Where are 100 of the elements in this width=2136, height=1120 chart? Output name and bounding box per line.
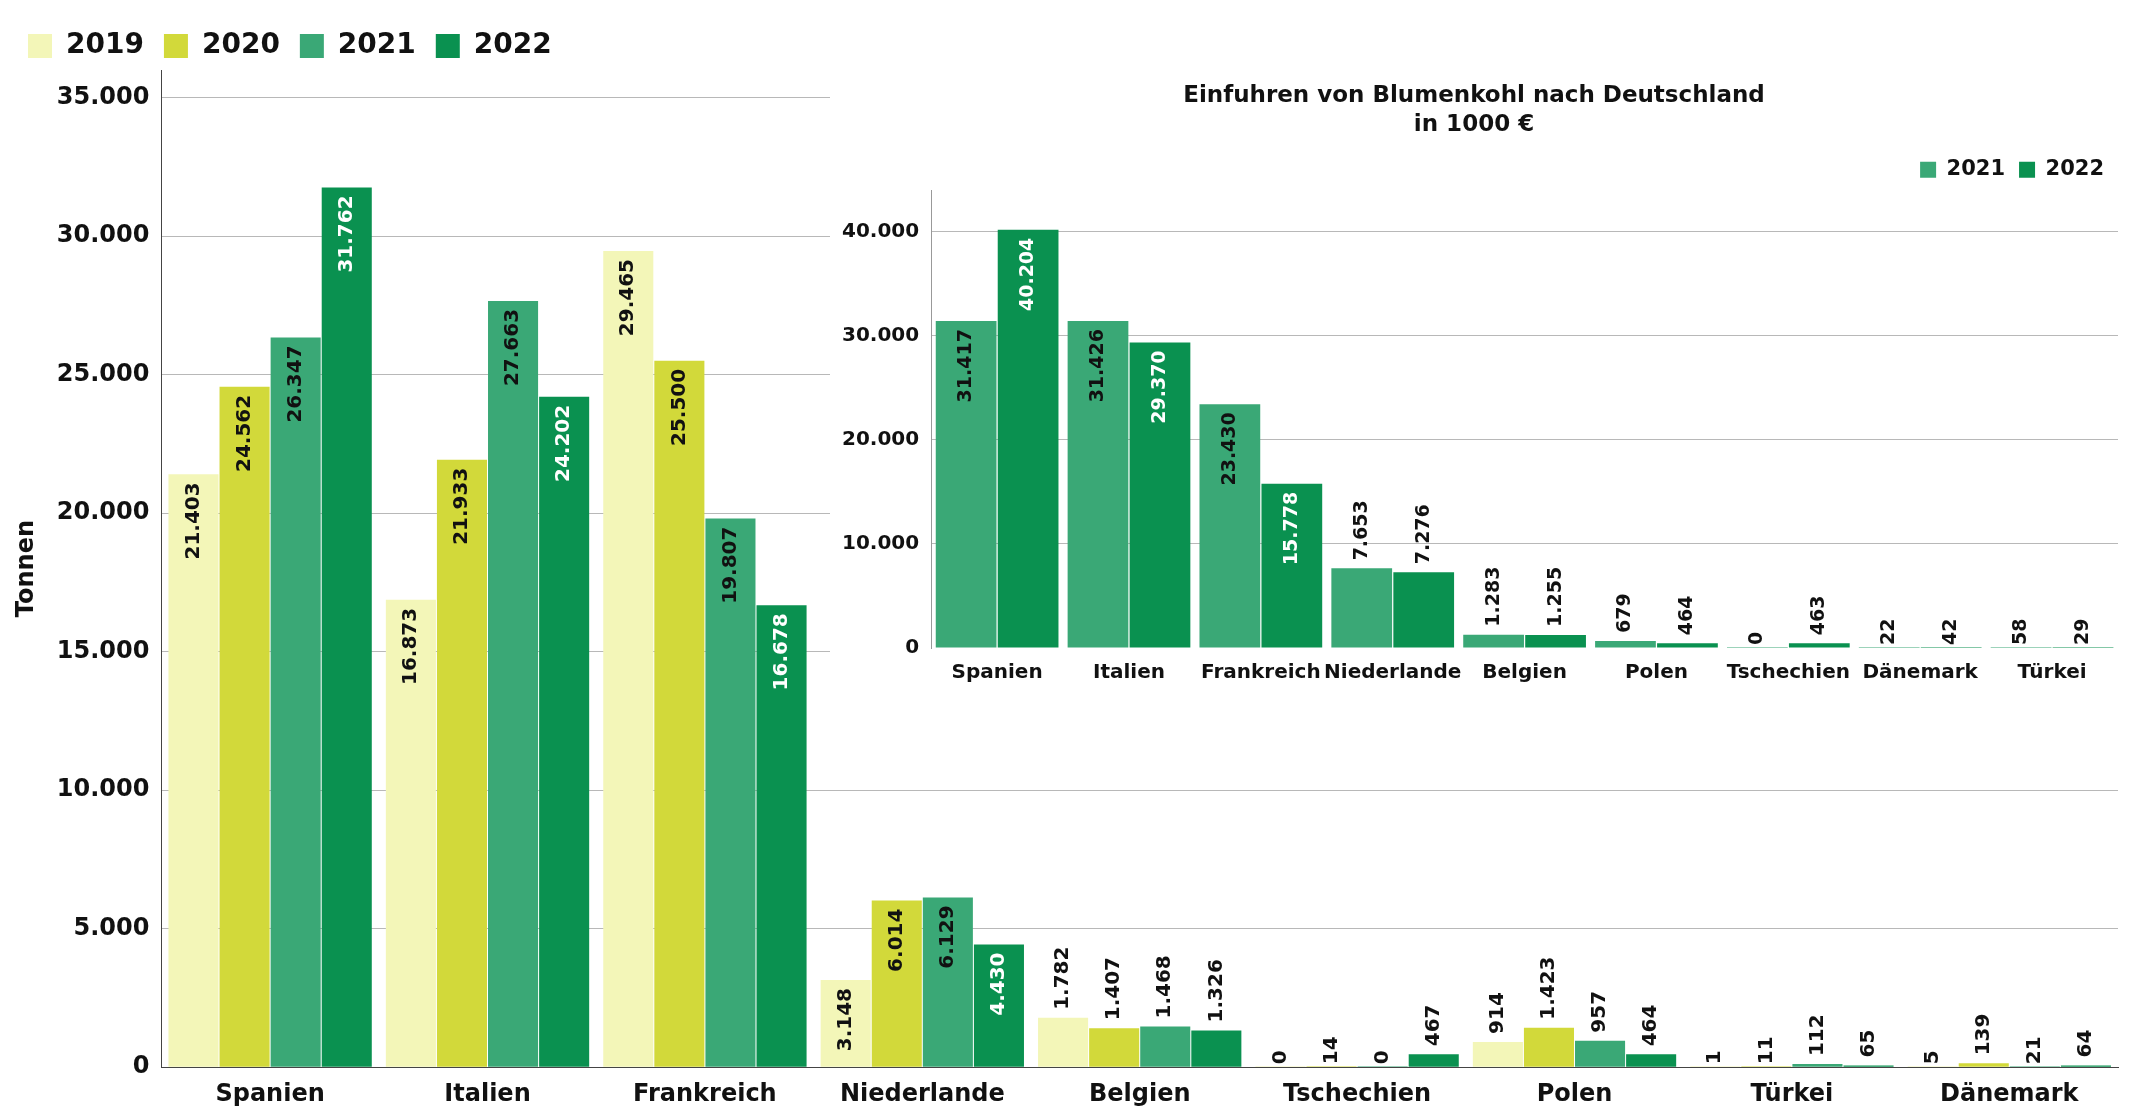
- x-tick-label: Dänemark: [1862, 659, 1979, 684]
- bar: [973, 944, 1024, 1067]
- bar: [488, 300, 539, 1067]
- bar: [1261, 483, 1323, 648]
- y-tick-label: 30.000: [56, 220, 150, 249]
- y-axis-title: Tonnen: [10, 519, 39, 618]
- y-tick-label: 40.000: [841, 218, 920, 243]
- x-tick-label: Polen: [1624, 659, 1688, 684]
- bar: [1331, 568, 1393, 648]
- y-tick-label: 15.000: [56, 635, 150, 664]
- x-tick-label: Belgien: [1482, 659, 1567, 684]
- legend-label: 2021: [1946, 156, 2006, 181]
- bar: [935, 321, 997, 648]
- data-label: 0: [1744, 631, 1767, 645]
- bar: [1393, 572, 1455, 648]
- data-label: 29: [2069, 618, 2092, 645]
- bar: [603, 251, 654, 1067]
- bar: [168, 474, 219, 1067]
- bar: [997, 229, 1059, 648]
- legend-label: 2019: [66, 27, 144, 61]
- data-label: 24.202: [550, 404, 575, 482]
- data-label: 1: [1701, 1050, 1726, 1065]
- y-tick-label: 20.000: [56, 497, 150, 526]
- bar: [1140, 1026, 1191, 1067]
- x-tick-label: Tschechien: [1726, 659, 1850, 684]
- x-tick-label: Niederlande: [839, 1078, 1005, 1107]
- data-label: 1.423: [1535, 956, 1560, 1020]
- y-tick-label: 10.000: [841, 530, 920, 555]
- data-label: 1.326: [1202, 959, 1227, 1023]
- data-label: 25.500: [665, 368, 690, 447]
- data-label: 26.347: [281, 345, 306, 423]
- data-label: 22: [1876, 618, 1899, 645]
- x-tick-label: Türkei: [1750, 1078, 1834, 1107]
- legend-label: 2022: [2045, 156, 2105, 181]
- data-label: 4.430: [985, 952, 1010, 1016]
- y-tick-label: 0: [132, 1051, 150, 1080]
- data-label: 31.762: [332, 195, 357, 273]
- bar: [654, 360, 705, 1067]
- data-label: 0: [1266, 1050, 1291, 1065]
- x-tick-label: Türkei: [2017, 659, 2087, 684]
- bar: [756, 605, 807, 1067]
- legend-label: 2020: [201, 27, 280, 61]
- data-label: 6.129: [934, 905, 959, 969]
- data-label: 21: [2021, 1036, 2046, 1065]
- data-label: 6.014: [882, 908, 907, 972]
- bar: [385, 599, 436, 1067]
- x-tick-label: Frankreich: [1201, 659, 1321, 684]
- data-label: 64: [2072, 1029, 2097, 1058]
- data-label: 1.283: [1480, 566, 1503, 627]
- data-label: 1.407: [1100, 956, 1125, 1021]
- x-tick-label: Dänemark: [1940, 1078, 2080, 1107]
- data-label: 23.430: [1216, 412, 1239, 486]
- chart-title: Einfuhren von Blumenkohl nach Deutschland: [1183, 80, 1765, 107]
- data-label: 19.807: [716, 526, 741, 604]
- data-label: 40.204: [1015, 237, 1038, 312]
- y-tick-label: 35.000: [56, 81, 150, 110]
- data-label: 31.417: [953, 329, 976, 403]
- y-tick-label: 5.000: [73, 912, 150, 941]
- y-tick-label: 10.000: [56, 774, 150, 803]
- legend-label: 2021: [337, 27, 416, 61]
- bar: [1129, 342, 1191, 648]
- data-label: 21.933: [448, 467, 473, 545]
- data-label: 11: [1752, 1036, 1777, 1065]
- data-label: 42: [1938, 618, 1961, 645]
- data-label: 463: [1806, 595, 1829, 636]
- y-tick-label: 25.000: [56, 358, 150, 387]
- bar: [219, 386, 270, 1067]
- data-label: 7.276: [1410, 504, 1433, 565]
- data-label: 16.873: [397, 607, 422, 686]
- data-label: 29.465: [614, 259, 639, 337]
- bar: [1657, 643, 1718, 648]
- bar: [705, 518, 756, 1067]
- data-label: 464: [1674, 595, 1697, 636]
- x-tick-label: Tschechien: [1283, 1078, 1432, 1107]
- bar: [1525, 634, 1586, 648]
- bar: [436, 459, 487, 1067]
- data-label: 139: [1969, 1013, 1994, 1056]
- bar: [1199, 404, 1261, 648]
- bar: [1089, 1028, 1140, 1067]
- chart-subtitle: in 1000 €: [1413, 110, 1535, 137]
- y-tick-label: 20.000: [841, 426, 920, 451]
- bar: [1788, 643, 1850, 648]
- data-label: 14: [1317, 1036, 1342, 1065]
- bar: [1958, 1063, 2009, 1067]
- bar: [1463, 634, 1524, 648]
- bar: [539, 396, 590, 1067]
- bar: [1626, 1054, 1677, 1067]
- bar: [922, 897, 973, 1067]
- data-label: 24.562: [230, 394, 255, 473]
- bar: [321, 187, 372, 1067]
- data-label: 15.778: [1278, 491, 1301, 566]
- data-label: 1.468: [1151, 955, 1176, 1019]
- bar: [1472, 1041, 1523, 1067]
- data-label: 16.678: [767, 613, 792, 691]
- bar: [1408, 1054, 1459, 1067]
- data-label: 112: [1803, 1014, 1828, 1057]
- data-label: 679: [1612, 593, 1635, 633]
- legend-label: 2022: [473, 27, 552, 61]
- data-label: 7.653: [1348, 500, 1371, 561]
- data-label: 31.426: [1084, 329, 1107, 403]
